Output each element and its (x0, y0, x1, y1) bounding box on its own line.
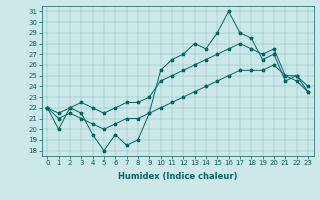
X-axis label: Humidex (Indice chaleur): Humidex (Indice chaleur) (118, 172, 237, 181)
